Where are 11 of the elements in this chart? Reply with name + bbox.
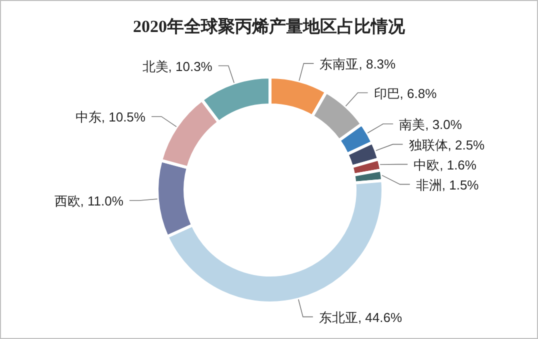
slice-label: 中欧, 1.6% bbox=[414, 157, 477, 172]
chart-title: 2020年全球聚丙烯产量地区占比情况 bbox=[133, 17, 406, 36]
slice-label: 中东, 10.5% bbox=[75, 110, 146, 125]
slice-label: 南美, 3.0% bbox=[399, 116, 462, 132]
slice-label: 非洲, 1.5% bbox=[416, 177, 480, 192]
slice-label: 东北亚, 44.6% bbox=[318, 310, 402, 325]
slice-label: 北美, 10.3% bbox=[142, 58, 213, 74]
slice-label: 印巴, 6.8% bbox=[374, 86, 438, 101]
slice-label: 独联体, 2.5% bbox=[408, 137, 486, 152]
slice-label: 西欧, 11.0% bbox=[54, 193, 124, 208]
slice-label: 东南亚, 8.3% bbox=[320, 56, 396, 72]
